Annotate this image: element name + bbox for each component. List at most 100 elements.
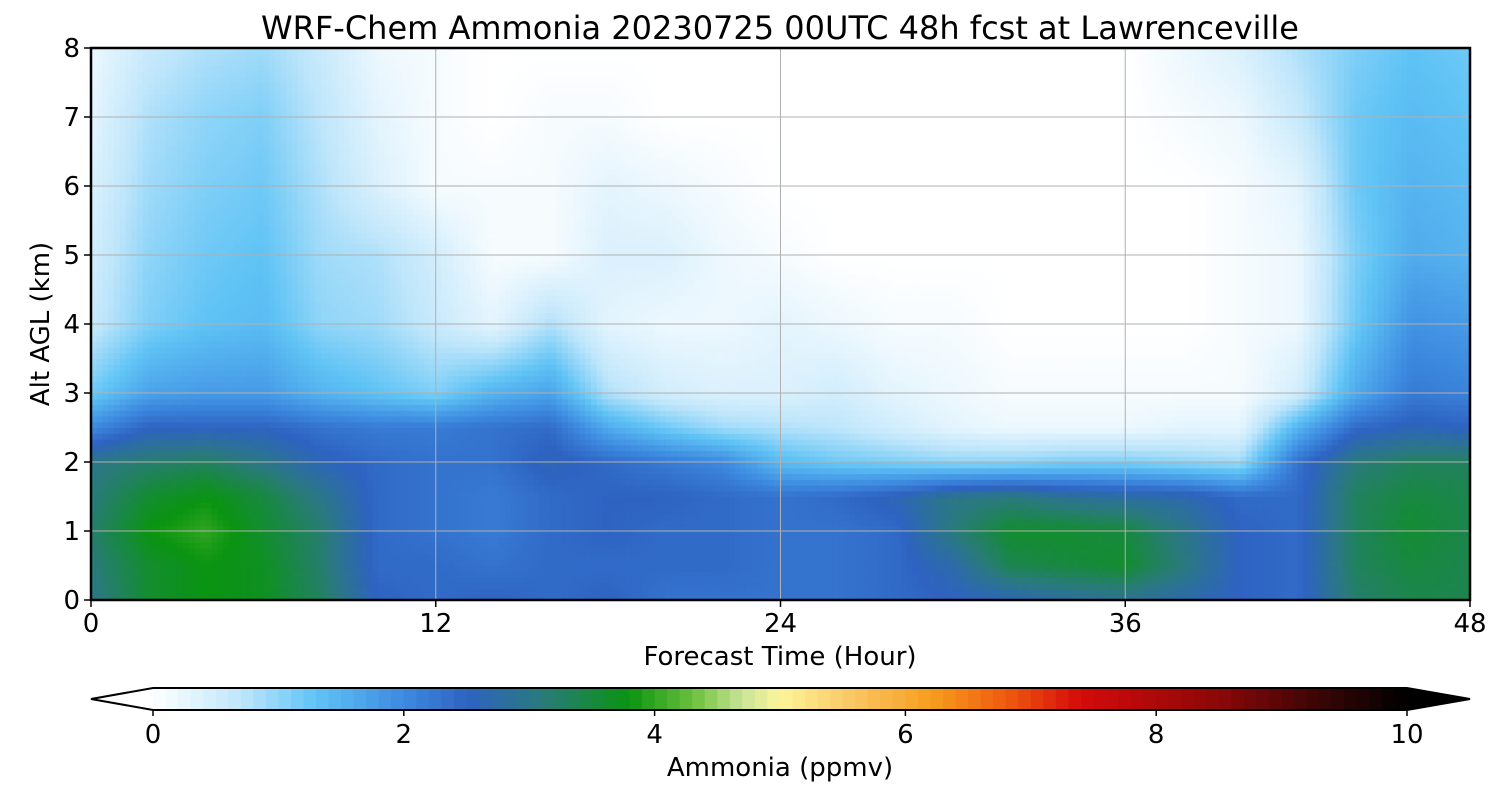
heatmap-cell (648, 479, 655, 486)
heatmap-cell (567, 571, 575, 578)
heatmap-cell (401, 519, 408, 526)
heatmap-cell (200, 582, 207, 590)
heatmap-cell (136, 508, 144, 515)
heatmap-cell (136, 594, 144, 600)
heatmap-cell (826, 490, 833, 498)
heatmap-cell (217, 588, 224, 595)
heatmap-cell (223, 577, 230, 584)
heatmap-cell (625, 502, 632, 509)
heatmap-cell (1165, 490, 1172, 498)
heatmap-cell (257, 519, 264, 526)
heatmap-cell (228, 485, 236, 492)
heatmap-cell (274, 571, 282, 578)
heatmap-cell (1205, 519, 1213, 526)
heatmap-cell (855, 536, 862, 544)
heatmap-cell (194, 559, 201, 567)
heatmap-cell (751, 542, 759, 549)
heatmap-cell (1131, 525, 1138, 532)
heatmap-cell (361, 519, 368, 526)
heatmap-cell (1079, 582, 1086, 590)
heatmap-cell (929, 582, 937, 590)
heatmap-cell (1268, 559, 1276, 567)
heatmap-cell (148, 571, 155, 578)
heatmap-cell (814, 490, 822, 498)
heatmap-cell (211, 542, 219, 549)
heatmap-cell (309, 485, 316, 492)
heatmap-cell (1067, 536, 1075, 544)
heatmap-cell (895, 588, 902, 595)
heatmap-cell (677, 577, 684, 584)
heatmap-cell (809, 554, 816, 561)
heatmap-cell (470, 548, 477, 555)
heatmap-cell (860, 513, 868, 521)
heatmap-cell (998, 513, 1006, 521)
heatmap-cell (366, 508, 374, 515)
heatmap-cell (384, 525, 391, 532)
heatmap-cell (113, 571, 121, 578)
heatmap-cell (521, 594, 529, 600)
heatmap-cell (924, 485, 931, 492)
heatmap-cell (102, 513, 109, 521)
heatmap-cell (1176, 525, 1184, 532)
heatmap-cell (234, 519, 241, 526)
heatmap-cell (585, 559, 592, 567)
heatmap-cell (1102, 525, 1109, 532)
heatmap-cell (613, 559, 621, 567)
heatmap-cell (131, 548, 138, 555)
heatmap-cell (608, 536, 615, 544)
heatmap-cell (1165, 577, 1172, 584)
heatmap-cell (1119, 571, 1126, 578)
heatmap-cell (326, 571, 333, 578)
heatmap-cell (636, 594, 644, 600)
heatmap-cell (452, 531, 460, 538)
heatmap-cell (1021, 588, 1029, 595)
heatmap-cell (1251, 513, 1259, 521)
heatmap-cell (970, 542, 977, 549)
heatmap-cell (320, 508, 328, 515)
heatmap-cell (935, 594, 942, 600)
heatmap-cell (1452, 542, 1460, 549)
heatmap-cell (993, 594, 1000, 600)
heatmap-cell (1044, 594, 1052, 600)
heatmap-cell (711, 577, 718, 584)
heatmap-cell (964, 582, 971, 590)
heatmap-cell (912, 588, 919, 595)
heatmap-cell (1441, 490, 1448, 498)
heatmap-cell (171, 559, 178, 567)
heatmap-cell (809, 508, 816, 515)
heatmap-cell (1010, 485, 1017, 492)
heatmap-cell (1222, 490, 1230, 498)
heatmap-cell (372, 542, 379, 549)
heatmap-cell (981, 559, 988, 567)
heatmap-cell (855, 513, 862, 521)
heatmap-cell (970, 594, 977, 600)
heatmap-cell (780, 513, 787, 521)
heatmap-cell (1435, 490, 1442, 498)
heatmap-cell (1021, 525, 1029, 532)
heatmap-cell (1222, 559, 1230, 567)
heatmap-cell (1044, 513, 1052, 521)
heatmap-cell (159, 536, 167, 544)
heatmap-cell (786, 571, 793, 578)
heatmap-cell (1159, 548, 1167, 555)
heatmap-cell (1090, 525, 1098, 532)
heatmap-cell (1395, 548, 1402, 555)
heatmap-cell (1131, 565, 1138, 572)
heatmap-cell (1027, 479, 1034, 486)
heatmap-cell (1136, 496, 1144, 503)
heatmap-cell (636, 559, 644, 567)
heatmap-cell (596, 542, 603, 549)
heatmap-cell (952, 577, 960, 584)
heatmap-cell (257, 594, 264, 600)
heatmap-cell (430, 582, 437, 590)
heatmap-cell (297, 485, 305, 492)
heatmap-cell (1320, 594, 1327, 600)
heatmap-cell (1171, 571, 1178, 578)
heatmap-cell (832, 548, 839, 555)
heatmap-cell (1286, 531, 1293, 538)
heatmap-cell (1429, 594, 1437, 600)
heatmap-cell (228, 479, 236, 486)
heatmap-cell (430, 485, 437, 492)
heatmap-cell (1039, 508, 1046, 515)
heatmap-cell (1234, 525, 1241, 532)
